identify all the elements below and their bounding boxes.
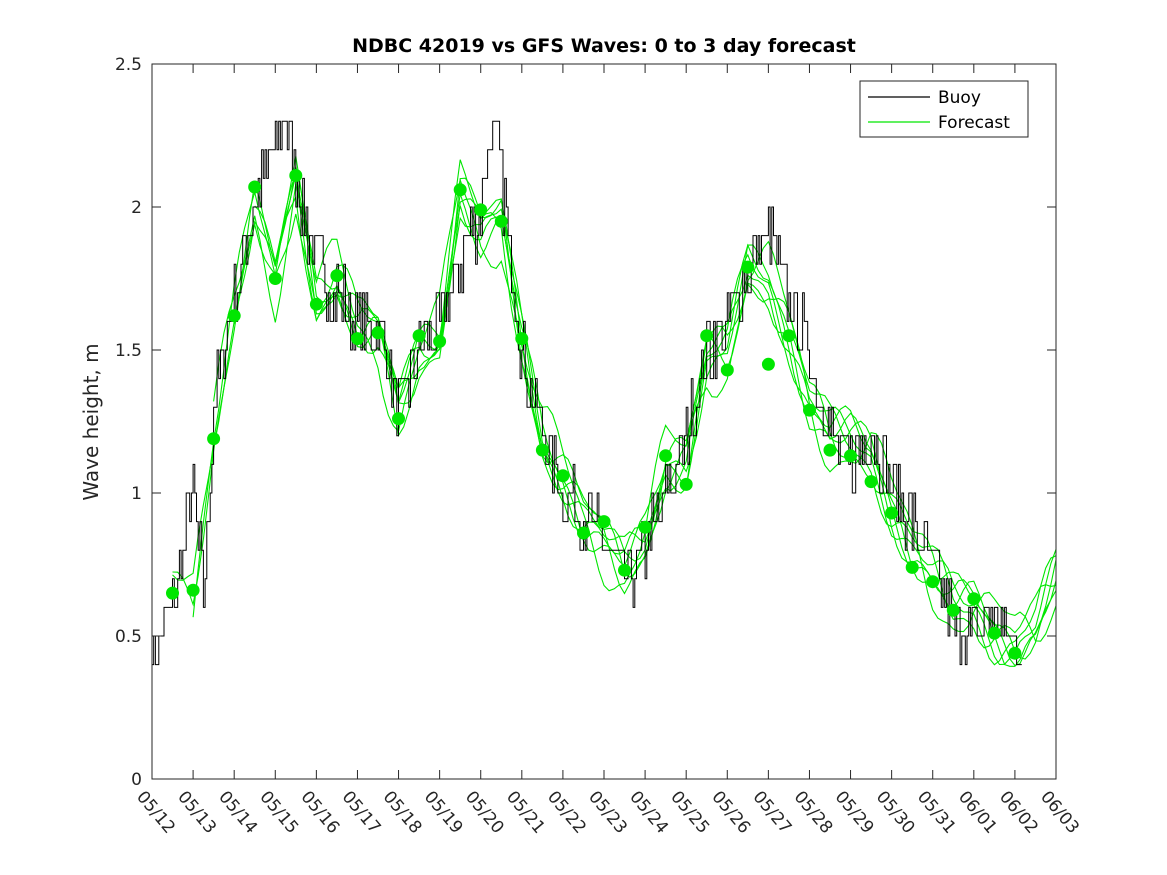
y-tick-label: 1.5 <box>115 341 142 361</box>
forecast-marker <box>946 603 960 617</box>
forecast-marker <box>289 169 303 182</box>
chart-title: NDBC 42019 vs GFS Waves: 0 to 3 day fore… <box>352 35 856 57</box>
forecast-marker <box>967 592 981 606</box>
legend-entry-label: Buoy <box>938 88 981 108</box>
forecast-marker <box>412 329 426 343</box>
forecast-marker <box>864 475 878 489</box>
forecast-marker <box>761 357 775 371</box>
y-tick-label: 0 <box>131 770 142 790</box>
forecast-marker <box>782 329 796 343</box>
forecast-marker <box>577 526 590 540</box>
forecast-series-line <box>233 174 1057 660</box>
forecast-marker <box>535 443 549 457</box>
y-tick-label: 2.5 <box>115 55 142 75</box>
forecast-marker <box>494 214 508 228</box>
plot-area <box>152 120 1057 667</box>
y-tick-label: 2 <box>131 198 142 218</box>
y-tick-label: 1 <box>131 484 142 504</box>
forecast-marker <box>474 203 488 217</box>
forecast-marker <box>556 469 570 483</box>
forecast-marker <box>700 329 714 343</box>
forecast-marker <box>268 272 282 285</box>
forecast-marker <box>166 586 179 600</box>
forecast-marker <box>515 332 529 346</box>
forecast-marker <box>618 563 631 577</box>
forecast-series-line <box>254 156 1057 667</box>
forecast-marker <box>392 412 405 426</box>
legend-box <box>859 80 1029 138</box>
forecast-marker <box>433 334 447 348</box>
forecast-marker <box>659 449 673 463</box>
forecast-marker <box>309 297 323 311</box>
forecast-series-line <box>213 177 1057 642</box>
forecast-marker <box>227 309 241 323</box>
forecast-marker <box>330 269 344 283</box>
forecast-marker <box>453 183 467 197</box>
forecast-marker <box>638 520 652 534</box>
forecast-marker <box>987 626 1001 640</box>
forecast-marker <box>679 477 693 491</box>
forecast-marker <box>1008 646 1022 660</box>
y-tick-label: 0.5 <box>115 627 142 647</box>
forecast-marker <box>741 260 755 274</box>
forecast-marker <box>844 449 857 463</box>
forecast-marker <box>905 560 919 574</box>
forecast-marker <box>351 332 364 346</box>
forecast-marker <box>207 432 221 446</box>
forecast-marker <box>885 506 899 520</box>
forecast-marker <box>720 363 734 377</box>
forecast-marker <box>803 403 816 417</box>
legend: Buoy Forecast <box>859 80 1029 138</box>
y-axis-label: Wave height, m <box>79 343 103 500</box>
forecast-marker <box>823 443 837 457</box>
forecast-marker <box>248 180 262 194</box>
forecast-marker <box>371 326 385 340</box>
forecast-marker <box>186 583 200 597</box>
forecast-marker <box>597 515 611 529</box>
legend-entry-label: Forecast <box>938 113 1010 133</box>
forecast-marker <box>926 575 940 589</box>
